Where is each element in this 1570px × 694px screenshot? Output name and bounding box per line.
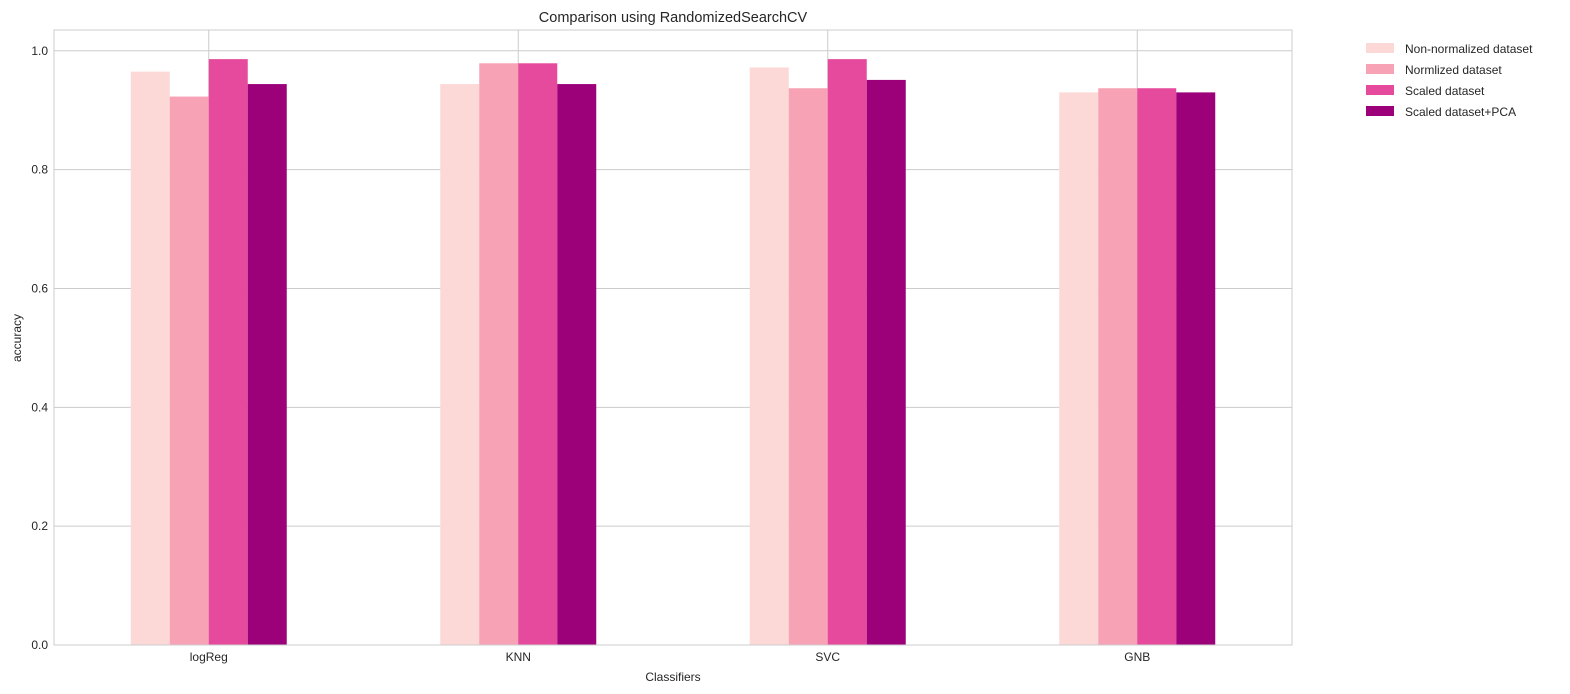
bar xyxy=(1059,92,1099,646)
y-tick-label: 0.6 xyxy=(31,281,48,295)
bar xyxy=(479,63,519,645)
plot-frame xyxy=(53,29,1293,646)
bars xyxy=(130,59,1216,646)
legend-swatch xyxy=(1366,106,1394,116)
bar xyxy=(788,88,828,646)
bar xyxy=(749,67,789,645)
y-tick-label: 0.8 xyxy=(31,163,48,177)
y-tick-label: 0.0 xyxy=(31,638,48,652)
legend-label: Scaled dataset+PCA xyxy=(1405,105,1516,119)
y-axis-ticks: 0.0 0.2 0.4 0.6 0.8 1.0 xyxy=(31,44,48,652)
legend-label: Non-normalized dataset xyxy=(1405,42,1533,56)
x-tick-label: logReg xyxy=(190,650,228,664)
y-tick-label: 0.2 xyxy=(31,519,48,533)
y-tick-label: 0.4 xyxy=(31,400,48,414)
legend-swatch xyxy=(1366,85,1394,95)
legend-swatch xyxy=(1366,43,1394,53)
legend: Non-normalized dataset Normlized dataset S… xyxy=(1366,42,1533,119)
bar xyxy=(440,84,480,646)
x-axis-title: Classifiers xyxy=(645,670,700,684)
bar xyxy=(169,96,209,646)
legend-label: Scaled dataset xyxy=(1405,84,1485,98)
bar xyxy=(557,84,597,646)
chart-title: Comparison using RandomizedSearchCV xyxy=(539,10,808,26)
y-tick-label: 1.0 xyxy=(31,44,48,58)
bar xyxy=(208,59,248,645)
bar xyxy=(1137,88,1177,646)
x-tick-label: GNB xyxy=(1124,650,1150,664)
bar xyxy=(827,59,867,645)
x-tick-label: KNN xyxy=(506,650,531,664)
y-axis-title: accuracy xyxy=(10,314,24,362)
bar xyxy=(1098,88,1138,646)
bar xyxy=(518,63,558,645)
x-tick-label: SVC xyxy=(815,650,840,664)
bar xyxy=(1176,92,1216,646)
legend-swatch xyxy=(1366,64,1394,74)
bar xyxy=(247,84,287,646)
bar xyxy=(866,79,906,646)
legend-label: Normlized dataset xyxy=(1405,63,1502,77)
bar xyxy=(130,71,170,646)
x-axis-ticks: logReg KNN SVC GNB xyxy=(190,650,1151,664)
